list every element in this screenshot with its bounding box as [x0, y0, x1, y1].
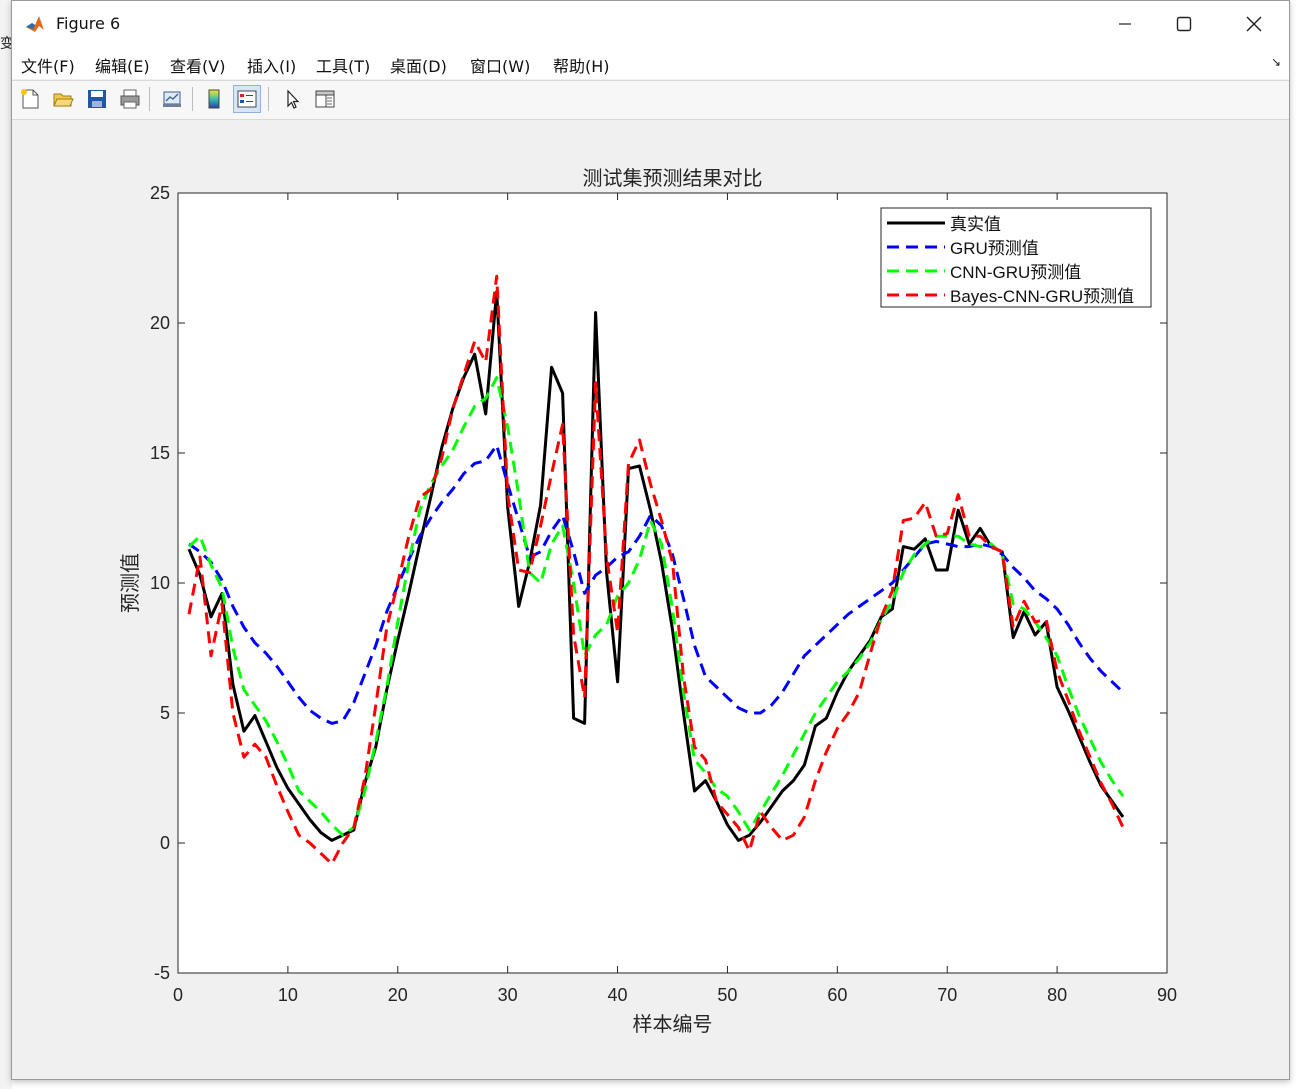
- plot-area: [178, 193, 1167, 973]
- menu-view[interactable]: 查看(V): [170, 57, 226, 76]
- series-line-1: [188, 443, 1125, 725]
- link-plot-button[interactable]: [158, 85, 186, 113]
- x-tick-label: 20: [388, 985, 408, 1005]
- property-editor-icon: [315, 90, 335, 108]
- print-icon: [120, 89, 140, 109]
- maximize-button[interactable]: [1149, 1, 1219, 47]
- open-file-button[interactable]: [49, 85, 77, 113]
- new-figure-icon: [21, 89, 39, 109]
- y-tick-label: 0: [160, 833, 170, 853]
- colorbar-button[interactable]: [200, 85, 228, 113]
- x-tick-label: 80: [1047, 985, 1067, 1005]
- pointer-button[interactable]: [278, 85, 306, 113]
- legend-label-1: GRU预测值: [950, 239, 1039, 258]
- background-window-strip: 变: [0, 0, 14, 1089]
- legend-label-2: CNN-GRU预测值: [950, 263, 1081, 282]
- legend-button[interactable]: [233, 85, 261, 113]
- minimize-button[interactable]: [1090, 1, 1160, 47]
- y-tick-label: 5: [160, 703, 170, 723]
- matlab-logo-icon: [24, 13, 46, 35]
- x-tick-label: 10: [278, 985, 298, 1005]
- chart-title: 测试集预测结果对比: [583, 167, 763, 190]
- legend-label-0: 真实值: [950, 215, 1001, 234]
- property-editor-button[interactable]: [311, 85, 339, 113]
- x-tick-label: 90: [1157, 985, 1177, 1005]
- maximize-icon: [1176, 16, 1192, 32]
- save-icon: [88, 90, 106, 108]
- y-tick-label: 20: [150, 313, 170, 333]
- series-line-3: [187, 274, 1125, 866]
- toolbar-separator: [149, 87, 150, 111]
- legend-icon: [237, 90, 257, 108]
- open-file-icon: [53, 93, 74, 107]
- y-tick-label: 10: [150, 573, 170, 593]
- x-tick-label: 30: [498, 985, 518, 1005]
- dock-arrow-icon[interactable]: ↘: [1270, 55, 1281, 69]
- close-icon: [1246, 16, 1262, 32]
- new-figure-button[interactable]: [16, 85, 44, 113]
- menu-help[interactable]: 帮助(H): [553, 57, 610, 76]
- axes-box: [177, 192, 1168, 974]
- title-bar[interactable]: Figure 6: [12, 1, 1289, 47]
- pointer-icon: [287, 89, 300, 109]
- x-tick-label: 60: [827, 985, 847, 1005]
- y-tick-label: 15: [150, 443, 170, 463]
- y-tick-label: 25: [150, 183, 170, 203]
- y-axis-label: 预测值: [119, 553, 142, 613]
- menu-window[interactable]: 窗口(W): [470, 57, 531, 76]
- legend-label-3: Bayes-CNN-GRU预测值: [950, 287, 1134, 306]
- window-title: Figure 6: [56, 14, 121, 33]
- save-button[interactable]: [83, 85, 111, 113]
- x-tick-label: 40: [608, 985, 628, 1005]
- x-tick-label: 70: [937, 985, 957, 1005]
- series-line-0: [187, 290, 1125, 842]
- x-tick-label: 50: [717, 985, 737, 1005]
- menu-bar: 文件(F) 编辑(E) 查看(V) 插入(I) 工具(T) 桌面(D) 窗口(W…: [12, 47, 1289, 79]
- menu-desktop[interactable]: 桌面(D): [390, 57, 447, 76]
- toolbar-separator: [268, 87, 269, 111]
- colorbar-icon: [208, 89, 220, 109]
- background-window-text: 变: [0, 36, 14, 52]
- menu-insert[interactable]: 插入(I): [247, 57, 297, 76]
- menu-file[interactable]: 文件(F): [21, 57, 75, 76]
- link-plot-icon: [163, 91, 181, 107]
- minimize-icon: [1119, 23, 1131, 25]
- figure-toolbar: [12, 80, 1289, 120]
- toolbar-separator: [192, 87, 193, 111]
- x-axis-label: 样本编号: [633, 1013, 713, 1036]
- menu-edit[interactable]: 编辑(E): [95, 57, 150, 76]
- print-button[interactable]: [116, 85, 144, 113]
- y-tick-label: -5: [154, 963, 170, 983]
- menu-tools[interactable]: 工具(T): [316, 57, 371, 76]
- x-tick-label: 0: [173, 985, 183, 1005]
- close-button[interactable]: [1219, 1, 1289, 47]
